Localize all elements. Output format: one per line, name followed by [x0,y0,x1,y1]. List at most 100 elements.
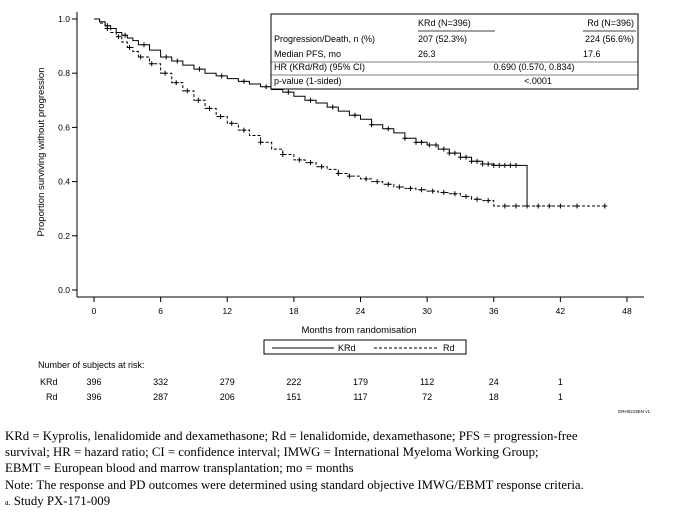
censor-mark-krd [352,112,358,118]
censor-mark-rd [115,34,121,40]
censor-mark-rd [241,127,247,133]
censor-mark-krd [441,146,447,152]
y-tick-label: 0.6 [58,122,70,132]
censor-mark-rd [485,198,491,204]
legend-label-rd: Rd [443,343,455,353]
risk-value-krd: 279 [220,377,235,387]
stats-row-krd-value: 26.3 [418,49,436,59]
caption-source: a. Study PX-171-009 [5,493,673,509]
stats-col-rd-header: Rd (N=396) [587,18,634,28]
risk-row-label-krd: KRd [40,377,58,387]
censor-mark-rd [374,179,380,185]
censor-mark-krd [496,162,502,168]
censor-mark-krd [385,126,391,132]
risk-value-rd: 117 [353,392,367,402]
censor-mark-rd [407,185,413,191]
censor-mark-krd [174,58,180,64]
x-tick-label: 42 [556,306,566,316]
censor-mark-rd [335,170,341,176]
censor-mark-rd [258,139,264,145]
censor-mark-rd [308,160,314,166]
stats-row-combined-value: 0.690 (0.570, 0.834) [493,62,574,72]
legend: KRd Rd [263,339,467,355]
legend-label-krd: KRd [338,343,356,353]
x-tick-label: 6 [158,306,163,316]
censor-mark-krd [446,150,452,156]
censor-mark-rd [430,188,436,194]
censor-mark-krd [507,162,513,168]
censor-mark-rd [452,191,458,197]
censor-mark-rd [319,164,325,170]
censor-mark-rd [195,97,201,103]
censor-mark-krd [369,122,375,128]
risk-table-title: Number of subjects at risk: [38,360,145,370]
censor-mark-rd [173,80,179,86]
risk-value-krd: 179 [353,377,368,387]
risk-table: Number of subjects at risk: KRd Rd 396 33… [38,360,563,402]
risk-value-krd: 1 [558,377,563,387]
x-tick-label: 12 [223,306,233,316]
censor-mark-krd [413,139,419,145]
y-ticks: 0.0 0.2 0.4 0.6 0.8 1.0 [58,14,77,295]
censor-mark-rd [127,44,133,50]
x-tick-label: 36 [489,306,499,316]
y-tick-label: 0.4 [58,177,70,187]
censor-mark-krd [457,154,463,160]
censor-mark-rd [441,189,447,195]
risk-value-rd: 72 [422,392,432,402]
censor-mark-rd [463,194,469,200]
censor-mark-krd [485,161,491,167]
caption: KRd = Kyprolis, lenalidomide and dexamet… [5,428,673,509]
risk-value-krd: 112 [420,377,434,387]
censor-mark-krd [163,54,169,60]
censor-mark-rd [184,88,190,94]
censor-mark-krd [469,158,475,164]
censor-mark-krd [491,162,497,168]
censor-mark-krd [502,162,508,168]
risk-value-krd: 396 [86,377,101,387]
censor-mark-rd [474,196,480,202]
censor-mark-rd [513,203,519,209]
censor-mark-rd [602,203,608,209]
figure-code: GRH0219EN v1 [618,409,651,414]
censor-mark-krd [241,78,247,84]
censor-mark-rd [574,203,580,209]
legend-frame [263,339,467,355]
censor-mark-rd [162,70,168,76]
censor-mark-rd [385,181,391,187]
risk-value-rd: 287 [153,392,168,402]
risk-value-rd: 1 [558,392,563,402]
censor-mark-rd [363,176,369,182]
y-tick-label: 0.0 [58,285,70,295]
x-tick-label: 0 [92,306,97,316]
stats-box: KRd (N=396) Rd (N=396) Progression/Death… [270,13,639,90]
censor-mark-rd [524,203,530,209]
stats-row-label: HR (KRd/Rd) (95% CI) [274,62,365,72]
censor-mark-krd [452,150,458,156]
source-text: Study PX-171-009 [10,493,111,508]
risk-values: 396 332 279 222 179 112 24 1 396 287 206 151 117 72 18… [86,377,562,402]
caption-line: EBMT = European blood and marrow transpl… [5,461,354,476]
censor-mark-rd [296,157,302,163]
x-tick-label: 30 [422,306,432,316]
censor-mark-krd [433,142,439,148]
x-tick-label: 24 [356,306,366,316]
censor-mark-rd [218,114,224,120]
caption-line: KRd = Kyprolis, lenalidomide and dexamet… [5,429,578,443]
stats-row-label: Median PFS, mo [274,49,341,59]
censor-mark-rd [104,25,110,31]
x-tick-label: 18 [289,306,299,316]
stats-row-label: p-value (1-sided) [274,76,342,86]
stats-row-combined-value: <.0001 [524,76,552,86]
censor-mark-rd [557,203,563,209]
censor-mark-rd [138,54,144,60]
stats-row-label: Progression/Death, n (%) [274,34,375,44]
y-tick-label: 0.2 [58,231,70,241]
x-axis-title: Months from randomisation [301,325,416,336]
censor-mark-krd [122,32,128,38]
censor-mark-rd [396,184,402,190]
censor-mark-rd [149,61,155,67]
censor-mark-rd [346,173,352,179]
censor-mark-krd [285,89,291,95]
censor-mark-krd [474,158,480,164]
